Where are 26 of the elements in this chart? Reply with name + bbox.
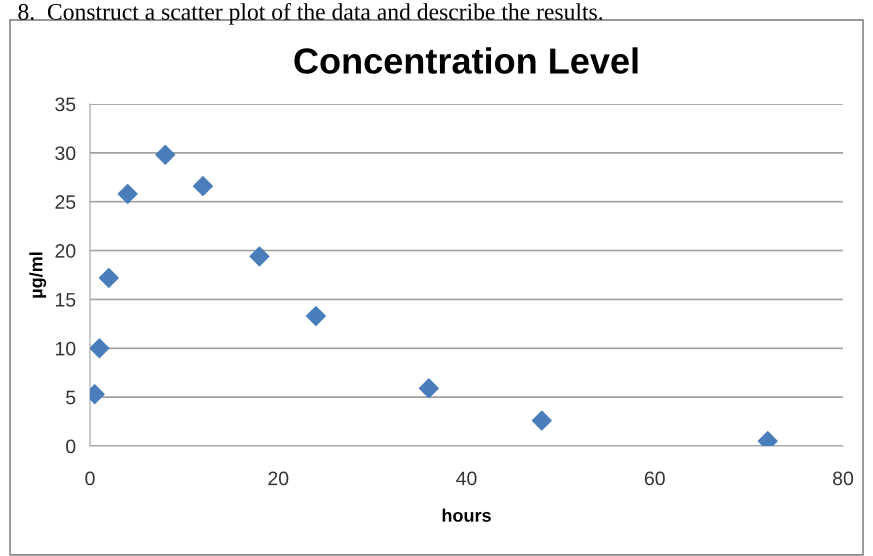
y-axis-title: µg/ml [29,252,46,298]
x-tick-label: 20 [268,472,288,486]
x-axis-title: hours [442,508,491,522]
y-tick-label: 15 [56,293,76,307]
point [118,184,138,204]
point [90,338,110,358]
point [532,410,552,431]
y-tick-label: 20 [55,244,76,258]
point [249,246,270,266]
y-tick-label: 25 [55,195,76,209]
y-tick-label: 10 [56,342,76,356]
x-tick-label: 80 [833,472,854,486]
point [192,176,213,196]
point [418,378,439,398]
point [98,268,119,288]
x-tick-label: 40 [456,472,477,486]
point [155,144,176,165]
y-tick-label: 0 [66,439,76,454]
y-tick-label: 30 [55,146,76,160]
text: 8. Construct a scatter plot of the data and describe the results. [18,3,602,25]
x-tick-label: 60 [644,472,665,486]
y-tick-label: 35 [55,97,76,112]
y-tick-label: 5 [66,390,76,404]
chart-title: Concentration Level [294,47,638,74]
x-tick-label: 0 [85,472,95,486]
point [306,306,326,326]
